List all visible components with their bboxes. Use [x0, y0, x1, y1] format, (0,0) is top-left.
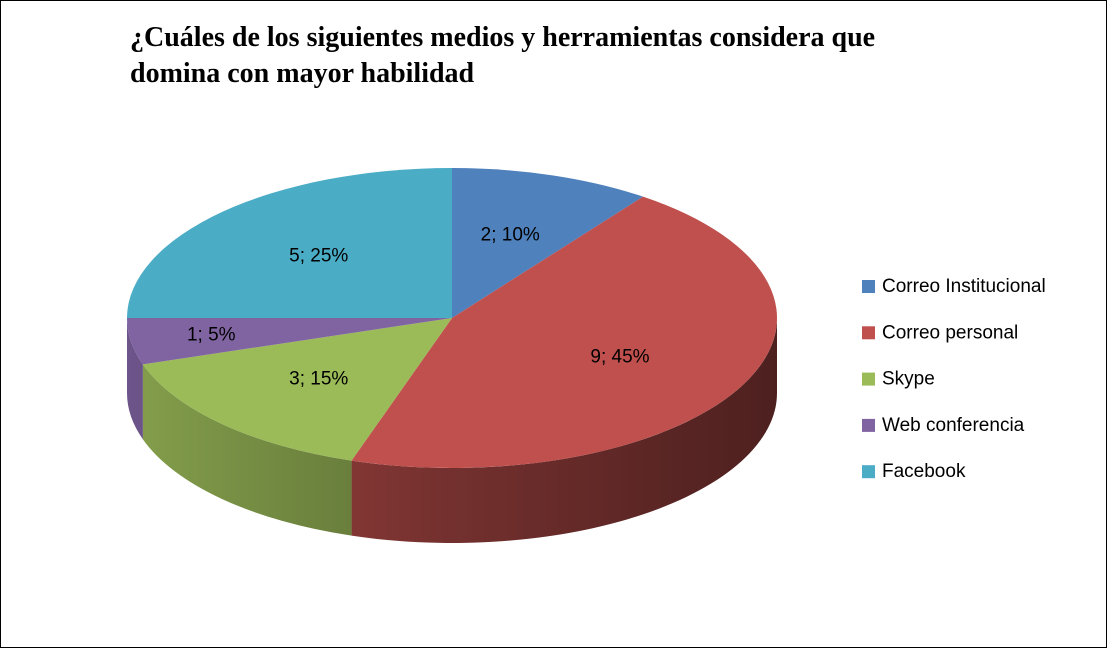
legend-swatch	[862, 418, 875, 432]
slice	[452, 168, 644, 318]
legend-swatch	[862, 465, 875, 479]
slice-side	[127, 318, 143, 440]
legend-label: Skype	[882, 369, 935, 390]
chart-title: ¿Cuáles de los siguientes medios y herra…	[130, 22, 875, 53]
slice	[127, 168, 452, 318]
chart-title: domina con mayor habilidad	[130, 58, 475, 89]
data-label: 5; 25%	[289, 245, 348, 266]
legend-label: Correo Institucional	[882, 276, 1046, 297]
legend-swatch	[862, 372, 875, 386]
data-label: 2; 10%	[481, 224, 540, 245]
legend-label: Correo personal	[882, 322, 1018, 343]
legend-swatch	[862, 280, 875, 293]
data-label: 1; 5%	[187, 325, 236, 346]
slice	[142, 318, 453, 461]
data-label: 9; 45%	[590, 347, 649, 368]
legend-label: Facebook	[882, 461, 966, 482]
data-label: 3; 15%	[289, 369, 348, 390]
slice-side	[142, 364, 352, 536]
slice	[127, 318, 452, 365]
slice	[351, 196, 777, 468]
legend-swatch	[862, 326, 875, 340]
slice-side	[351, 318, 777, 543]
legend-label: Web conferencia	[882, 415, 1025, 436]
